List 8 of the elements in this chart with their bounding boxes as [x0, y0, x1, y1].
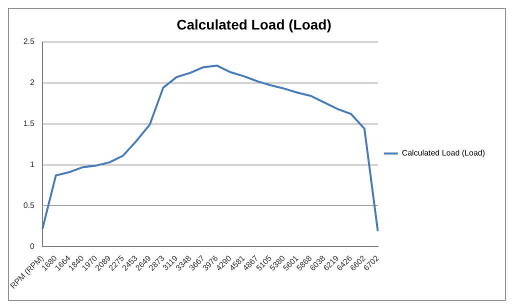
y-tick-label: 0: [30, 242, 36, 251]
chart-title: Calculated Load (Load): [176, 16, 332, 32]
y-tick-label: 2.5: [23, 37, 36, 46]
y-tick-label: 0.5: [23, 200, 36, 210]
y-tick-label: 1: [30, 160, 36, 169]
y-tick-label: 1.5: [23, 118, 36, 128]
legend-label: Calculated Load (Load): [402, 148, 486, 158]
y-tick-label: 2: [30, 78, 36, 87]
